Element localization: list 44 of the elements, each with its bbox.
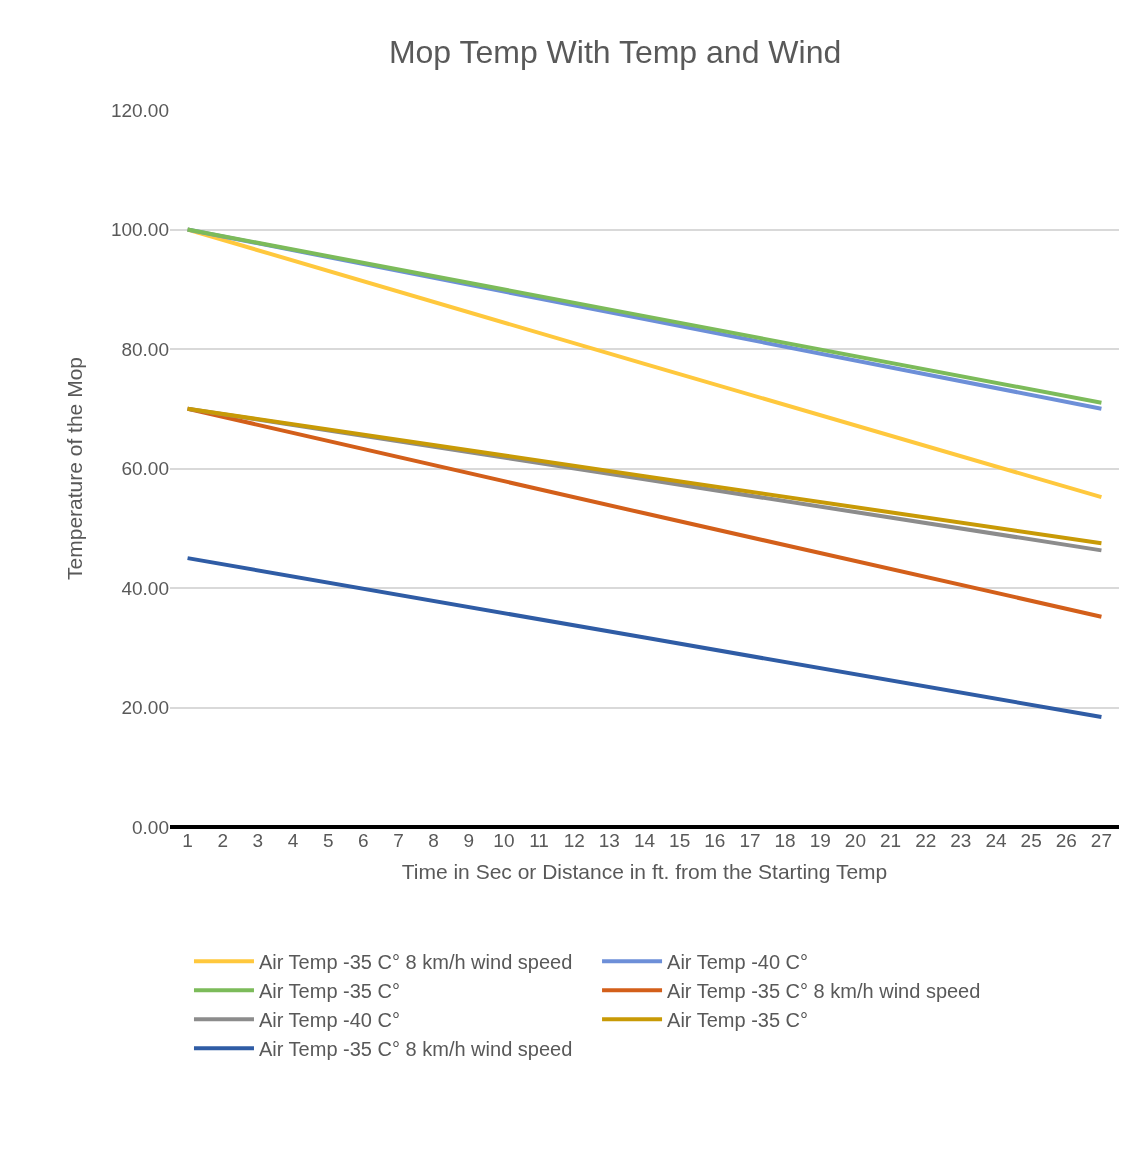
- x-axis-title: Time in Sec or Distance in ft. from the Starting Temp: [401, 860, 888, 884]
- x-tick-label: 4: [287, 830, 299, 851]
- legend-label: Air Temp -35 C° 8 km/h wind speed: [667, 980, 981, 1003]
- x-tick-label: 2: [217, 830, 229, 851]
- x-tick-label: 21: [879, 830, 902, 851]
- x-tick-label: 3: [252, 830, 264, 851]
- y-tick-label: 100.00: [110, 219, 169, 241]
- legend-label: Air Temp -35 C° 8 km/h wind speed: [258, 1038, 573, 1061]
- x-tick-label: 14: [633, 830, 656, 851]
- x-tick-label: 15: [669, 830, 691, 851]
- legend-label: Air Temp -35 C° 8 km/h wind speed: [258, 951, 573, 974]
- x-tick-label: 9: [463, 830, 475, 851]
- x-tick-label: 19: [809, 830, 831, 851]
- x-tick-label: 25: [1020, 830, 1042, 851]
- x-tick-label: 13: [598, 830, 620, 851]
- x-tick-label: 20: [844, 830, 866, 851]
- y-tick-label: 80.00: [121, 338, 169, 360]
- x-tick-label: 23: [950, 830, 972, 851]
- x-tick-label: 18: [774, 830, 796, 851]
- x-tick-label: 8: [428, 830, 439, 851]
- y-tick-label: 20.00: [121, 697, 169, 719]
- legend-label: Air Temp -40 C°: [667, 951, 809, 974]
- legend-label: Air Temp -35 C°: [667, 1009, 809, 1032]
- x-tick-label: 11: [529, 830, 549, 851]
- y-tick-label: 60.00: [121, 458, 169, 480]
- x-tick-label: 10: [493, 830, 515, 851]
- legend-label: Air Temp -40 C°: [258, 1009, 400, 1032]
- y-tick-label: 40.00: [121, 577, 169, 599]
- x-tick-label: 27: [1090, 830, 1112, 851]
- legend-label: Air Temp -35 C°: [258, 980, 400, 1003]
- chart-title: Mop Temp With Temp and Wind: [388, 33, 842, 70]
- x-tick-label: 17: [739, 830, 761, 851]
- y-axis-title: Temperature of the Mop: [63, 357, 87, 580]
- x-tick-label: 7: [393, 830, 404, 851]
- y-tick-label: 120.00: [110, 99, 169, 121]
- x-tick-label: 5: [322, 830, 334, 851]
- x-tick-label: 26: [1055, 830, 1077, 851]
- x-tick-label: 12: [563, 830, 585, 851]
- x-tick-label: 24: [985, 830, 1007, 851]
- x-tick-label: 1: [182, 830, 193, 851]
- x-tick-label: 6: [358, 830, 369, 851]
- x-tick-label: 16: [704, 830, 726, 851]
- x-tick-label: 22: [915, 830, 937, 851]
- y-tick-label: 0.00: [132, 816, 169, 838]
